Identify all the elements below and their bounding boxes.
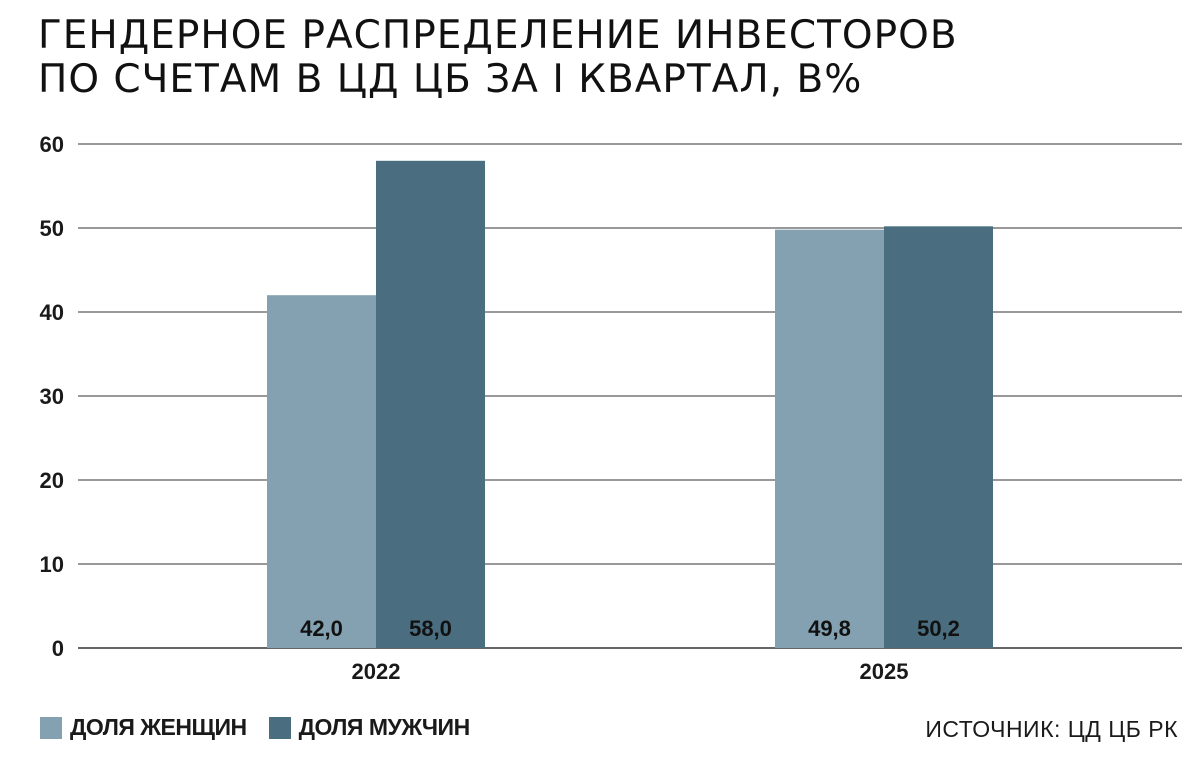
legend-swatch-men [268, 716, 291, 739]
bar [376, 160, 485, 649]
bar [775, 229, 884, 648]
data-label: 58,0 [409, 616, 452, 641]
legend-item-men: ДОЛЯ МУЖЧИН [268, 714, 471, 741]
source-note: ИСТОЧНИК: ЦД ЦБ РК [925, 716, 1178, 742]
bar [267, 295, 376, 648]
y-tick-label: 40 [40, 300, 64, 325]
legend-label-men: ДОЛЯ МУЖЧИН [298, 714, 471, 740]
data-label: 42,0 [300, 616, 343, 641]
x-tick-label: 2022 [352, 659, 401, 684]
y-tick-label: 10 [40, 552, 64, 577]
data-label: 50,2 [917, 616, 960, 641]
x-tick-label: 2025 [860, 659, 909, 684]
chart-legend: ДОЛЯ ЖЕНЩИН ДОЛЯ МУЖЧИН [40, 714, 492, 741]
chart-title-line-2: ПО СЧЕТАМ В ЦД ЦБ ЗА I КВАРТАЛ, В% [38, 57, 863, 102]
bar [884, 226, 993, 648]
y-tick-label: 0 [52, 636, 64, 661]
chart-title: ГЕНДЕРНОЕ РАСПРЕДЕЛЕНИЕ ИНВЕСТОРОВ ПО СЧ… [38, 14, 1158, 102]
y-tick-label: 20 [40, 468, 64, 493]
legend-item-women: ДОЛЯ ЖЕНЩИН [40, 714, 247, 741]
legend-swatch-women [40, 716, 62, 739]
chart-title-line-1: ГЕНДЕРНОЕ РАСПРЕДЕЛЕНИЕ ИНВЕСТОРОВ [38, 13, 958, 58]
y-tick-label: 50 [40, 216, 64, 241]
legend-label-women: ДОЛЯ ЖЕНЩИН [70, 714, 247, 740]
y-tick-label: 30 [40, 384, 64, 409]
data-label: 49,8 [808, 616, 851, 641]
y-tick-label: 60 [40, 132, 64, 157]
